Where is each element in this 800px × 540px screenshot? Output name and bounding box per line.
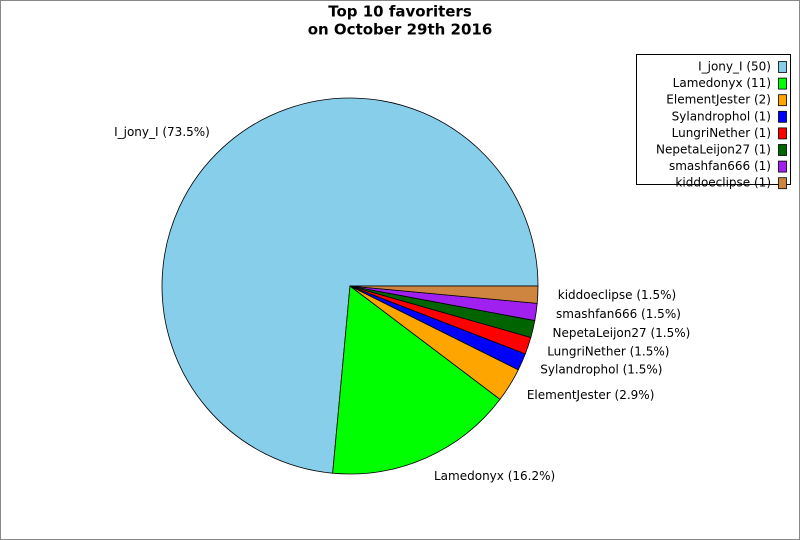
legend-swatch [778,110,787,123]
legend-swatch [778,160,787,173]
slice-label: I_jony_I (73.5%) [114,125,210,139]
chart-title: on October 29th 2016 [308,21,493,39]
legend-label: ElementJester (2) [666,93,771,107]
legend-swatch [778,177,787,190]
legend-box [636,54,791,185]
legend-label: NepetaLeijon27 (1) [656,143,771,157]
legend-label: Lamedonyx (11) [673,76,771,90]
legend-label: smashfan666 (1) [669,159,771,173]
slice-label: smashfan666 (1.5%) [556,307,681,321]
legend-swatch [778,61,787,73]
legend-swatch [778,77,787,90]
slice-label: Lamedonyx (16.2%) [434,469,555,483]
slice-label: LungriNether (1.5%) [547,345,669,359]
pie-slice [332,285,501,475]
slice-label: kiddoeclipse (1.5%) [558,288,676,302]
legend-label: LungriNether (1) [672,126,771,140]
legend-label: Sylandrophol (1) [672,109,771,123]
legend-swatch [778,94,787,107]
slice-label: NepetaLeijon27 (1.5%) [552,326,690,340]
legend-label: kiddoeclipse (1) [675,176,771,190]
legend-swatch [778,127,787,140]
legend-label: I_jony_I (50) [698,60,771,74]
legend-swatch [778,144,787,156]
slice-label: Sylandrophol (1.5%) [540,363,662,377]
chart-title: Top 10 favoriters [328,3,472,21]
slice-label: ElementJester (2.9%) [527,388,655,402]
pie-slice [349,285,539,304]
